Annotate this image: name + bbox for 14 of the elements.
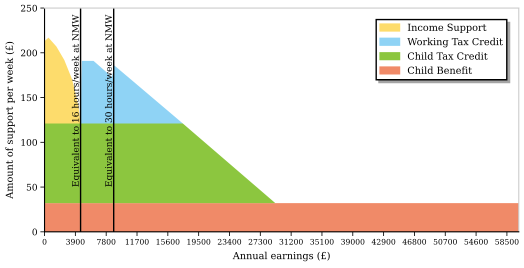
- legend-label: Working Tax Credit: [407, 38, 503, 48]
- y-axis-title: Amount of support per week (£): [5, 42, 15, 199]
- y-tick-label: 0: [32, 228, 37, 236]
- legend-label: Child Benefit: [408, 66, 472, 74]
- ref-line-label: Equivalent to 16 hours/week at NMW: [72, 14, 81, 187]
- ref-line-label: Equivalent to 30 hours/week at NMW: [104, 14, 114, 187]
- y-tick-label: 150: [21, 94, 37, 102]
- legend-label: Income Support: [408, 24, 486, 33]
- x-axis-title: Annual earnings (£): [232, 252, 330, 262]
- y-tick-label: 250: [20, 4, 37, 12]
- y-tick-label: 100: [21, 139, 37, 146]
- legend-label: Child Tax Credit: [408, 52, 488, 60]
- y-tick-label: 50: [26, 184, 37, 191]
- y-tick-label: 200: [20, 50, 37, 56]
